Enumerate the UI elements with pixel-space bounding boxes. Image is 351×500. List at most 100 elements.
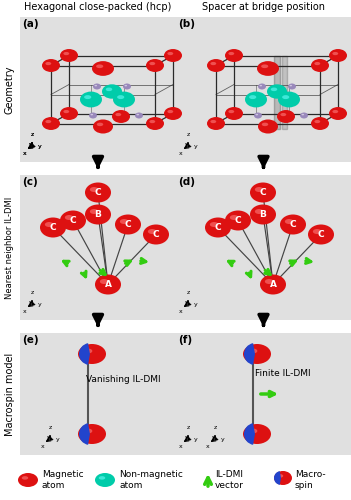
Text: x: x bbox=[179, 150, 183, 156]
Ellipse shape bbox=[302, 114, 304, 116]
Ellipse shape bbox=[95, 274, 121, 294]
Ellipse shape bbox=[258, 84, 266, 89]
Ellipse shape bbox=[146, 117, 164, 130]
Polygon shape bbox=[282, 56, 287, 128]
Text: C: C bbox=[70, 216, 76, 225]
Text: C: C bbox=[125, 220, 131, 229]
Ellipse shape bbox=[100, 279, 108, 284]
Ellipse shape bbox=[277, 110, 295, 123]
Ellipse shape bbox=[243, 344, 271, 364]
Ellipse shape bbox=[123, 84, 131, 89]
Ellipse shape bbox=[308, 224, 334, 244]
Ellipse shape bbox=[282, 95, 289, 99]
Text: Non-magnetic
atom: Non-magnetic atom bbox=[119, 470, 183, 490]
Ellipse shape bbox=[45, 62, 51, 65]
Wedge shape bbox=[274, 471, 281, 485]
Ellipse shape bbox=[115, 214, 141, 234]
Text: z: z bbox=[213, 425, 217, 430]
Text: x: x bbox=[23, 150, 27, 156]
Polygon shape bbox=[274, 56, 280, 128]
Text: Macrospin model: Macrospin model bbox=[5, 352, 15, 436]
Bar bbox=[20, 175, 176, 320]
Ellipse shape bbox=[329, 49, 347, 62]
Ellipse shape bbox=[311, 59, 329, 72]
Ellipse shape bbox=[255, 187, 263, 192]
Ellipse shape bbox=[256, 114, 258, 116]
Ellipse shape bbox=[84, 95, 91, 99]
Ellipse shape bbox=[332, 52, 338, 55]
Bar bbox=[176, 333, 351, 455]
Text: (d): (d) bbox=[178, 177, 195, 187]
Text: x: x bbox=[23, 150, 27, 156]
Ellipse shape bbox=[290, 85, 292, 86]
Ellipse shape bbox=[288, 84, 296, 89]
Ellipse shape bbox=[167, 110, 173, 113]
Ellipse shape bbox=[229, 52, 234, 55]
Text: (c): (c) bbox=[22, 177, 38, 187]
Ellipse shape bbox=[207, 117, 225, 130]
Text: C: C bbox=[260, 188, 266, 197]
Ellipse shape bbox=[265, 279, 273, 284]
Ellipse shape bbox=[146, 59, 164, 72]
Bar bbox=[176, 175, 351, 320]
Ellipse shape bbox=[267, 84, 287, 98]
Bar bbox=[20, 17, 176, 162]
Ellipse shape bbox=[148, 229, 156, 234]
Ellipse shape bbox=[277, 474, 283, 478]
Wedge shape bbox=[79, 423, 90, 445]
Ellipse shape bbox=[274, 471, 292, 485]
Text: Vanishing IL-DMI: Vanishing IL-DMI bbox=[86, 374, 160, 384]
Wedge shape bbox=[244, 343, 255, 365]
Text: y: y bbox=[194, 437, 198, 442]
Ellipse shape bbox=[248, 428, 257, 434]
Ellipse shape bbox=[89, 112, 97, 118]
Ellipse shape bbox=[285, 219, 293, 224]
Ellipse shape bbox=[85, 182, 111, 203]
Ellipse shape bbox=[93, 120, 113, 134]
Ellipse shape bbox=[64, 52, 69, 55]
Ellipse shape bbox=[250, 204, 276, 225]
Text: z: z bbox=[31, 290, 34, 295]
Text: x: x bbox=[41, 444, 45, 448]
Ellipse shape bbox=[78, 424, 106, 444]
Ellipse shape bbox=[92, 61, 114, 76]
Text: B: B bbox=[94, 210, 101, 219]
Ellipse shape bbox=[210, 120, 216, 123]
Ellipse shape bbox=[230, 215, 238, 220]
Ellipse shape bbox=[78, 344, 106, 364]
Ellipse shape bbox=[311, 117, 329, 130]
Text: z: z bbox=[186, 290, 190, 295]
Ellipse shape bbox=[22, 476, 28, 480]
Wedge shape bbox=[244, 423, 255, 445]
Bar bbox=[20, 333, 176, 455]
Text: A: A bbox=[270, 280, 277, 289]
Text: B: B bbox=[259, 210, 266, 219]
Ellipse shape bbox=[95, 473, 115, 487]
Text: IL-DMI
vector: IL-DMI vector bbox=[215, 470, 244, 490]
Ellipse shape bbox=[65, 215, 73, 220]
Ellipse shape bbox=[257, 61, 279, 76]
Ellipse shape bbox=[96, 64, 103, 68]
Text: y: y bbox=[56, 437, 60, 442]
Text: C: C bbox=[215, 223, 221, 232]
Text: Hexagonal close-packed (hcp): Hexagonal close-packed (hcp) bbox=[24, 2, 172, 12]
Text: x: x bbox=[23, 308, 27, 314]
Ellipse shape bbox=[40, 218, 66, 238]
Text: A: A bbox=[105, 280, 112, 289]
Ellipse shape bbox=[150, 62, 155, 65]
Text: (e): (e) bbox=[22, 335, 39, 345]
Ellipse shape bbox=[254, 112, 262, 118]
Text: C: C bbox=[290, 220, 296, 229]
Ellipse shape bbox=[255, 209, 263, 214]
Ellipse shape bbox=[135, 112, 143, 118]
Ellipse shape bbox=[45, 120, 51, 123]
Ellipse shape bbox=[313, 229, 321, 234]
Ellipse shape bbox=[332, 110, 338, 113]
Ellipse shape bbox=[60, 49, 78, 62]
Text: C: C bbox=[153, 230, 159, 239]
Ellipse shape bbox=[229, 110, 234, 113]
Ellipse shape bbox=[102, 84, 122, 98]
Text: y: y bbox=[194, 302, 198, 307]
Ellipse shape bbox=[280, 113, 286, 116]
Ellipse shape bbox=[261, 64, 268, 68]
